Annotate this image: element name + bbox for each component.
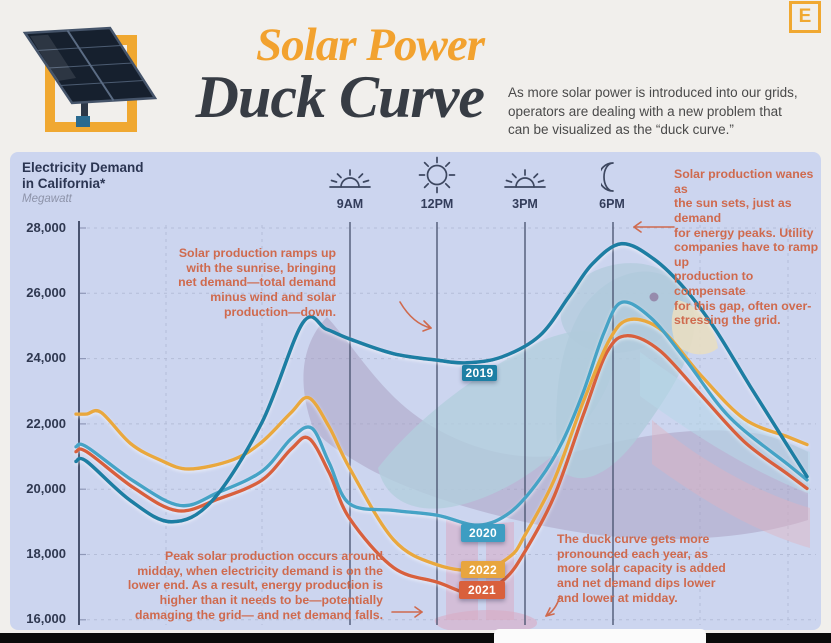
x-tick-3pm: 3PM [512, 197, 538, 211]
x-tick-9am: 9AM [336, 197, 364, 211]
solar-panel-illustration [22, 26, 158, 132]
elements-logo: E [789, 1, 821, 33]
chart-title: Electricity Demand in California* [22, 160, 144, 191]
y-tick-20000: 20,000 [26, 481, 66, 496]
title-duck-curve: Duck Curve [195, 64, 485, 130]
footer-tab [494, 629, 706, 643]
sunrise-icon [329, 169, 371, 188]
y-tick-16000: 16,000 [26, 611, 66, 626]
annotation-trend: The duck curve gets more pronounced each… [557, 532, 726, 605]
x-tick-6pm: 6PM [599, 197, 625, 211]
intro-text: As more solar power is introduced into o… [508, 85, 798, 138]
y-tick-26000: 26,000 [26, 285, 66, 300]
badge-2021: 2021 [459, 581, 505, 599]
annotation-evening: Solar production wanes as the sun sets, … [674, 167, 819, 328]
badge-2020: 2020 [461, 524, 505, 542]
y-tick-18000: 18,000 [26, 546, 66, 561]
annotation-sunrise: Solar production ramps up with the sunri… [178, 246, 336, 319]
y-tick-24000: 24,000 [26, 350, 66, 365]
chart-unit-label: Megawatt [22, 193, 72, 205]
sunset-icon [504, 169, 546, 188]
x-tick-12pm: 12PM [420, 197, 454, 211]
y-tick-22000: 22,000 [26, 416, 66, 431]
sun-icon [418, 156, 456, 194]
annotation-midday: Peak solar production occurs around midd… [127, 549, 383, 622]
badge-2019: 2019 [462, 365, 497, 381]
footer-bar [0, 633, 831, 643]
badge-2022: 2022 [461, 561, 505, 578]
moon-icon [601, 162, 614, 192]
y-tick-28000: 28,000 [26, 220, 66, 235]
title-solar-power: Solar Power [256, 19, 485, 71]
